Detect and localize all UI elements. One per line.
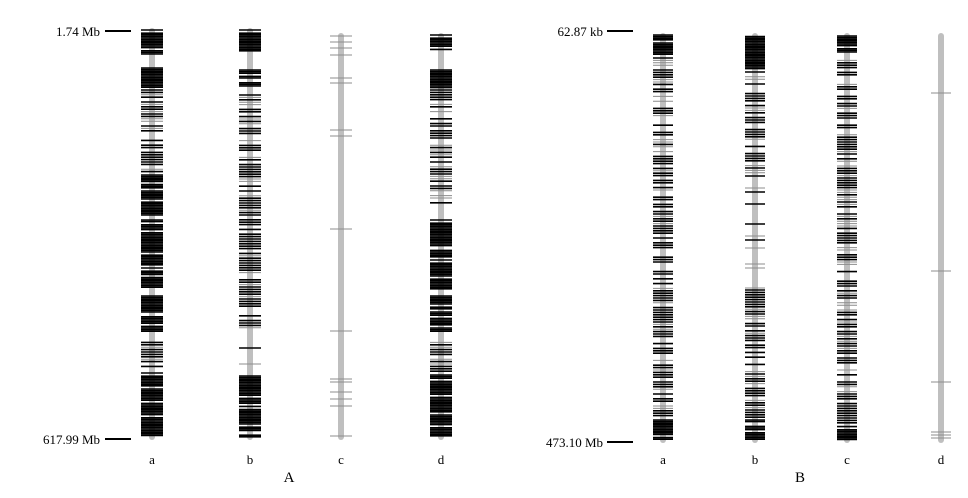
chromosome-bar (938, 33, 944, 443)
panel-b-track-a (653, 33, 673, 443)
panel-a-top-scale-label: 1.74 Mb (56, 24, 100, 39)
panel-b-track-b (745, 33, 765, 443)
panel-b-track-c (837, 33, 857, 443)
panel-a-track-d-label: d (438, 452, 445, 467)
panel-a-track-b (239, 28, 261, 440)
panel-a-track-a (141, 28, 163, 440)
panel-b-track-d (931, 33, 951, 443)
panel-b-track-d-label: d (938, 452, 945, 467)
panel-a-track-d (430, 33, 452, 440)
panel-a-track-a-label: a (149, 452, 155, 467)
panel-b-track-c-label: c (844, 452, 850, 467)
panel-a-bottom-scale-label: 617.99 Mb (43, 432, 100, 447)
panel-a-label: A (284, 470, 295, 486)
panel-b-bottom-scale-label: 473.10 Mb (546, 435, 603, 450)
panel-b: 62.87 kb 473.10 Mb a b c d B (546, 24, 951, 486)
panel-b-label: B (795, 470, 805, 486)
panel-a-track-c (330, 33, 352, 440)
panel-a-track-c-label: c (338, 452, 344, 467)
panel-a-track-b-label: b (247, 452, 254, 467)
panel-a: 1.74 Mb 617.99 Mb a b c d A (43, 24, 452, 486)
panel-b-top-scale-label: 62.87 kb (558, 24, 604, 39)
chromosome-bar (338, 33, 344, 440)
panel-b-track-b-label: b (752, 452, 759, 467)
panel-b-track-a-label: a (660, 452, 666, 467)
